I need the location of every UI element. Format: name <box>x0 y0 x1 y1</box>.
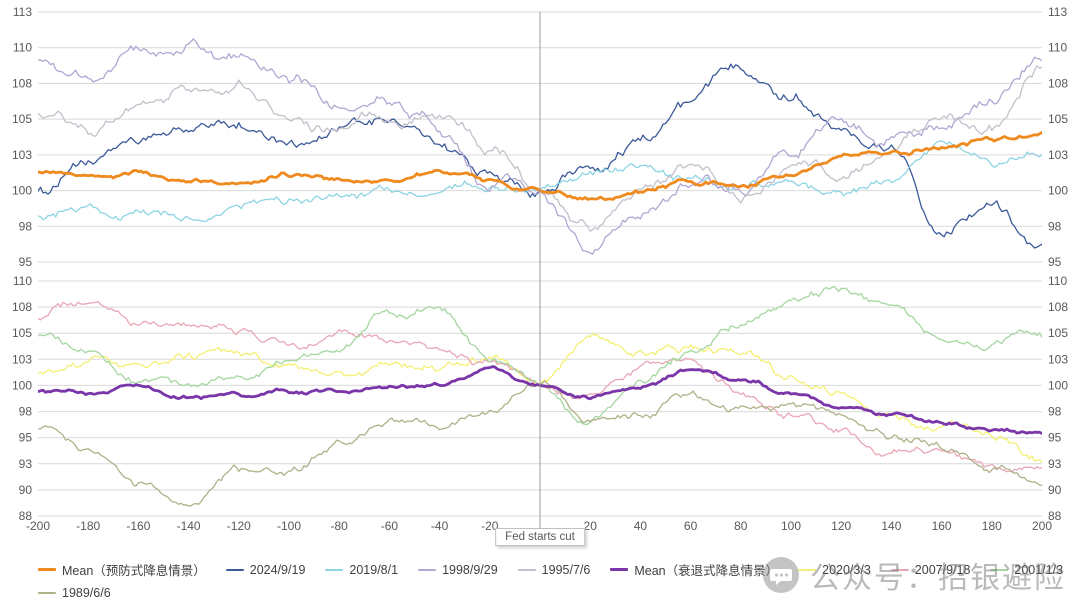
chart-svg: 95 95 98 98 100 100 103 103 105 105 108 108 110 110 11… <box>11 5 1069 533</box>
y-axis-tick-label-left: 98 <box>19 405 33 419</box>
y-axis-tick-label-right: 88 <box>1048 509 1062 523</box>
y-axis-tick-label-left: 105 <box>12 112 32 126</box>
y-axis-tick-label-left: 103 <box>12 148 32 162</box>
y-axis-tick-label-left: 88 <box>19 509 33 523</box>
x-axis-tick-label: 140 <box>881 519 901 533</box>
y-axis-tick-label-left: 103 <box>12 352 32 366</box>
y-axis-tick-label-left: 95 <box>19 431 33 445</box>
legend-marker <box>418 568 437 571</box>
legend-label: Mean（预防式降息情景） <box>62 564 206 578</box>
legend-row: 1989/6/6 <box>38 586 1048 600</box>
y-axis-tick-label-right: 90 <box>1048 483 1062 497</box>
legend-marker <box>38 568 56 571</box>
y-axis-tick-label-left: 100 <box>12 184 32 198</box>
dual-panel-line-chart: 95 95 98 98 100 100 103 103 105 105 108 108 110 110 11… <box>11 5 1069 533</box>
legend-label: Mean（衰退式降息情景） <box>634 564 779 578</box>
y-axis-tick-label-right: 110 <box>1048 41 1067 55</box>
legend-label: 1998/9/29 <box>442 562 498 577</box>
legend-marker <box>325 568 344 571</box>
legend-marker <box>517 568 536 571</box>
legend-label: 2001/1/3 <box>1014 562 1064 577</box>
y-axis-tick-label-left: 100 <box>12 378 32 392</box>
legend-item-2007-09-18: 2007/9/18 <box>890 562 971 577</box>
legend-item-mean-preventive: Mean（预防式降息情景） <box>38 560 206 579</box>
y-axis-tick-label-left: 105 <box>12 326 32 340</box>
x-axis-tick-label: -120 <box>227 519 251 533</box>
legend: Mean（预防式降息情景） 2024/9/19 2019/8/1 1998/9/29 1… <box>38 560 1063 603</box>
y-axis-tick-label-right: 95 <box>1048 255 1062 269</box>
y-axis-tick-label-left: 93 <box>19 457 33 471</box>
x-axis-tick-label: -180 <box>76 519 100 533</box>
legend-item-2024-09-19: 2024/9/19 <box>225 562 306 577</box>
x-axis-tick-label: -200 <box>26 519 50 533</box>
x-axis-tick-label: 60 <box>684 519 698 533</box>
y-axis-tick-label-left: 108 <box>12 300 32 314</box>
legend-item-2020-03-03: 2020/3/3 <box>798 563 871 577</box>
y-axis-tick-label-left: 110 <box>13 274 32 288</box>
legend-marker <box>610 568 629 571</box>
y-axis-tick-label-right: 105 <box>1048 112 1068 126</box>
legend-label: 2019/8/1 <box>349 562 399 577</box>
legend-label: 2024/9/19 <box>249 562 306 577</box>
x-axis-tick-label: -100 <box>277 519 301 533</box>
x-axis-tick-label: -40 <box>431 519 449 533</box>
legend-marker <box>990 568 1009 571</box>
y-axis-tick-label-left: 108 <box>12 76 32 90</box>
y-axis-tick-label-left: 95 <box>19 255 33 269</box>
y-axis-tick-label-right: 103 <box>1048 352 1068 366</box>
legend-label: 2020/3/3 <box>822 562 871 577</box>
y-axis-tick-label-left: 110 <box>13 41 32 55</box>
y-axis-tick-label-right: 110 <box>1048 274 1067 288</box>
legend-item-2001-01-03: 2001/1/3 <box>990 563 1063 577</box>
x-axis-tick-label: 160 <box>932 519 952 533</box>
x-axis-tick-label: 20 <box>584 519 598 533</box>
legend-marker <box>225 568 244 571</box>
fed-cut-callout-label: Fed starts cut <box>505 531 575 543</box>
x-axis-tick-label: -140 <box>177 519 201 533</box>
x-axis-tick-label: 80 <box>734 519 748 533</box>
legend-marker <box>798 568 817 571</box>
legend-item-1995-07-06: 1995/7/6 <box>517 562 591 577</box>
legend-label: 2007/9/18 <box>914 562 971 577</box>
x-axis-tick-label: 180 <box>982 519 1002 533</box>
legend-item-1998-09-29: 1998/9/29 <box>418 563 498 577</box>
legend-row: Mean（预防式降息情景） 2024/9/19 2019/8/1 1998/9/29 1… <box>38 560 1063 579</box>
y-axis-tick-label-left: 113 <box>13 5 32 19</box>
y-axis-tick-label-right: 103 <box>1048 148 1068 162</box>
x-axis-tick-label: -160 <box>126 519 150 533</box>
y-axis-tick-label-right: 100 <box>1048 378 1068 392</box>
legend-item-mean-recession: Mean（衰退式降息情景） <box>610 560 778 579</box>
y-axis-tick-label-right: 100 <box>1048 184 1068 198</box>
y-axis-tick-label-right: 105 <box>1048 326 1068 340</box>
x-axis-tick-label: -20 <box>481 519 499 533</box>
y-axis-tick-label-left: 98 <box>19 219 33 233</box>
legend-item-2019-08-01: 2019/8/1 <box>325 563 398 577</box>
legend-marker <box>38 592 56 594</box>
legend-label: 1989/6/6 <box>62 586 111 600</box>
y-axis-tick-label-right: 98 <box>1048 405 1062 419</box>
y-axis-tick-label-right: 95 <box>1048 431 1062 445</box>
x-axis-tick-label: -80 <box>331 519 349 533</box>
y-axis-tick-label-right: 108 <box>1048 76 1068 90</box>
y-axis-tick-label-right: 108 <box>1048 300 1068 314</box>
fed-cut-callout: Fed starts cut <box>495 528 585 546</box>
x-axis-tick-label: -60 <box>381 519 399 533</box>
x-axis-tick-label: 100 <box>781 519 801 533</box>
legend-label: 1995/7/6 <box>541 562 591 577</box>
y-axis-tick-label-right: 113 <box>1048 5 1067 19</box>
y-axis-tick-label-left: 90 <box>19 483 33 497</box>
x-axis-tick-label: 120 <box>831 519 851 533</box>
legend-item-1989-06-06: 1989/6/6 <box>38 586 111 600</box>
y-axis-tick-label-right: 98 <box>1048 219 1062 233</box>
legend-marker <box>890 568 909 571</box>
x-axis-tick-label: 200 <box>1032 519 1052 533</box>
y-axis-tick-label-right: 93 <box>1048 457 1062 471</box>
x-axis-tick-label: 40 <box>634 519 648 533</box>
